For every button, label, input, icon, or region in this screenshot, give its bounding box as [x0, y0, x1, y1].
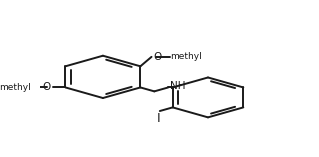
Text: methyl: methyl — [0, 83, 31, 92]
Text: NH: NH — [170, 81, 186, 91]
Text: I: I — [157, 112, 160, 125]
Text: methyl: methyl — [171, 52, 202, 61]
Text: O: O — [153, 52, 162, 62]
Text: O: O — [42, 82, 51, 92]
